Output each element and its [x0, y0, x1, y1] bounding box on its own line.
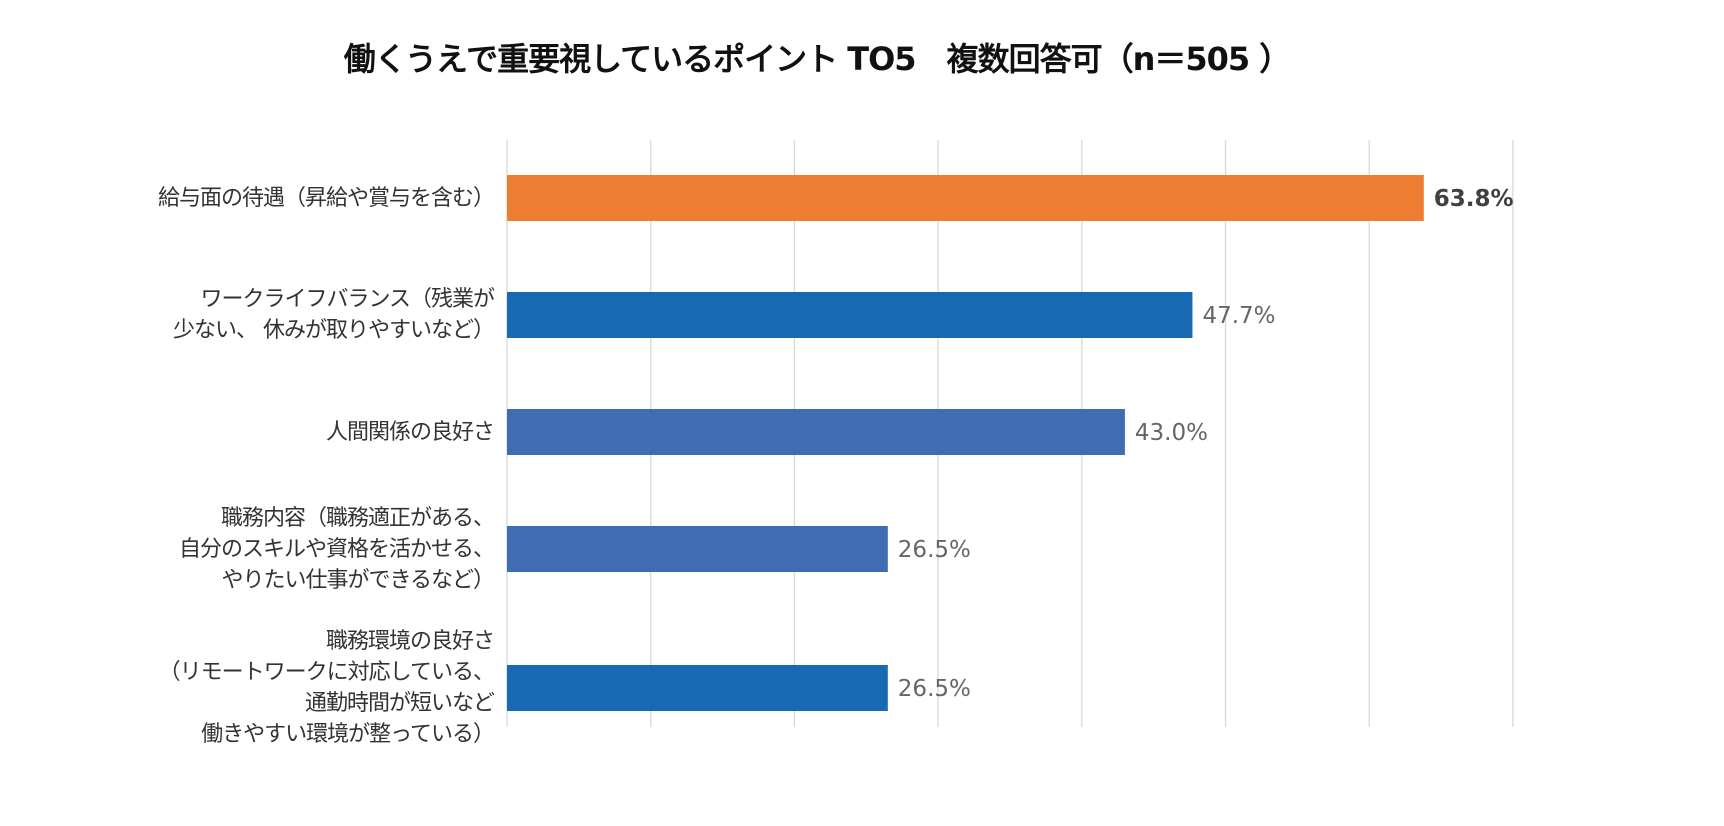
category-label-line: 職務環境の良好さ [325, 629, 495, 654]
category-label-line: 働きやすい環境が整っている） [201, 722, 495, 747]
category-label-line: 給与面の待遇（昇給や賞与を含む） [157, 185, 495, 211]
bar [507, 665, 888, 711]
category-label: ワークライフバランス（残業が少ない、 休みが取りやすいなど） [173, 284, 495, 346]
data-label: 63.8% [1434, 186, 1514, 212]
data-label: 26.5% [898, 537, 971, 563]
category-label-line: 職務内容（職務適正がある、 [220, 505, 495, 531]
data-label: 43.0% [1135, 420, 1208, 446]
category-label-line: 人間関係の良好さ [325, 419, 495, 445]
bar [507, 292, 1193, 338]
category-label: 職務環境の良好さ （リモートワークに対応している、通勤時間が短いなど働きやすい環境… [158, 626, 495, 750]
category-label-line: 自分のスキルや資格を活かせる、 [178, 536, 495, 562]
bar [507, 409, 1125, 455]
bar [507, 526, 888, 572]
category-label: 人間関係の良好さ [325, 417, 495, 448]
data-label: 26.5% [898, 676, 971, 702]
category-label-line: ワークライフバランス（残業が [200, 287, 495, 312]
data-label: 47.7% [1202, 303, 1275, 329]
category-label-line: （リモートワークに対応している、 [158, 660, 495, 685]
category-label: 職務内容（職務適正がある、自分のスキルや資格を活かせる、やりたい仕事ができるなど… [178, 503, 495, 596]
category-label-line: やりたい仕事ができるなど） [221, 567, 495, 593]
category-label: 給与面の待遇（昇給や賞与を含む） [157, 183, 495, 214]
chart-title: 働くうえで重要視しているポイント TO5 複数回答可（n＝505 ） [343, 40, 1292, 78]
bar [507, 175, 1424, 221]
category-label-line: 少ない、 休みが取りやすいなど） [173, 318, 495, 343]
category-label-line: 通勤時間が短いなど [304, 691, 495, 716]
